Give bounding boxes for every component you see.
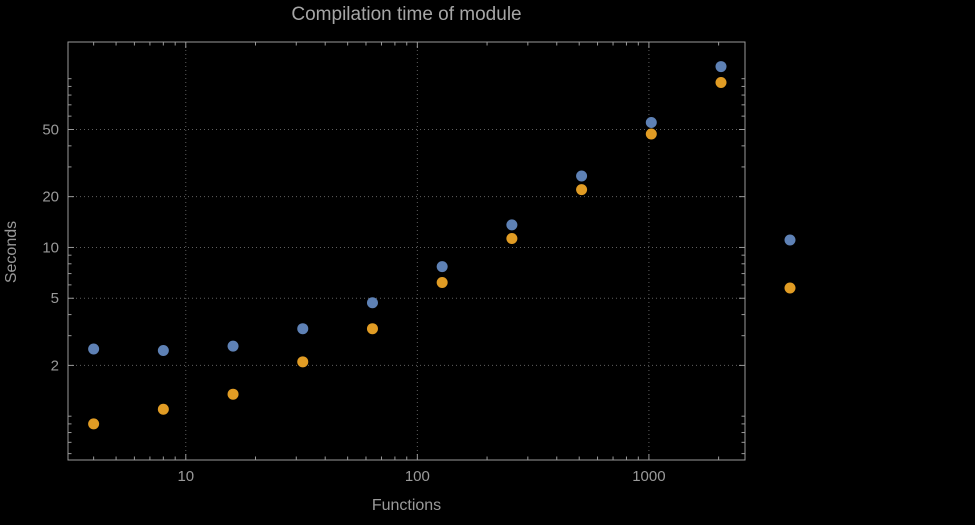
- data-point-blue: [436, 261, 448, 273]
- y-tick-label: 10: [42, 239, 59, 256]
- data-point-orange: [366, 323, 378, 335]
- data-point-orange: [227, 388, 239, 400]
- data-point-orange: [576, 184, 588, 196]
- legend-marker-blue: [784, 234, 796, 246]
- x-tick-label: 1000: [632, 468, 665, 485]
- chart-title: Compilation time of module: [291, 4, 522, 25]
- y-axis-label: Seconds: [3, 220, 20, 284]
- y-tick-label: 2: [51, 357, 59, 374]
- y-tick-label: 5: [51, 290, 59, 307]
- y-tick-label: 20: [42, 189, 59, 206]
- data-point-blue: [88, 343, 100, 355]
- data-point-orange: [715, 76, 727, 88]
- x-tick-label: 10: [177, 468, 194, 485]
- data-point-orange: [297, 356, 309, 368]
- data-point-orange: [88, 418, 100, 430]
- x-tick-label: 100: [405, 468, 430, 485]
- data-point-blue: [157, 345, 169, 357]
- data-point-blue: [227, 340, 239, 352]
- x-axis-label: Functions: [371, 497, 442, 514]
- data-point-blue: [506, 219, 518, 231]
- data-point-blue: [366, 297, 378, 309]
- data-point-orange: [645, 128, 657, 140]
- data-point-blue: [645, 117, 657, 129]
- data-point-orange: [506, 232, 518, 244]
- data-point-orange: [436, 276, 448, 288]
- legend-marker-orange: [784, 282, 796, 294]
- y-tick-label: 50: [42, 121, 59, 138]
- data-point-blue: [715, 61, 727, 73]
- data-point-blue: [297, 323, 309, 335]
- plot-frame: [67, 41, 746, 461]
- data-point-blue: [576, 170, 588, 182]
- data-point-orange: [157, 403, 169, 415]
